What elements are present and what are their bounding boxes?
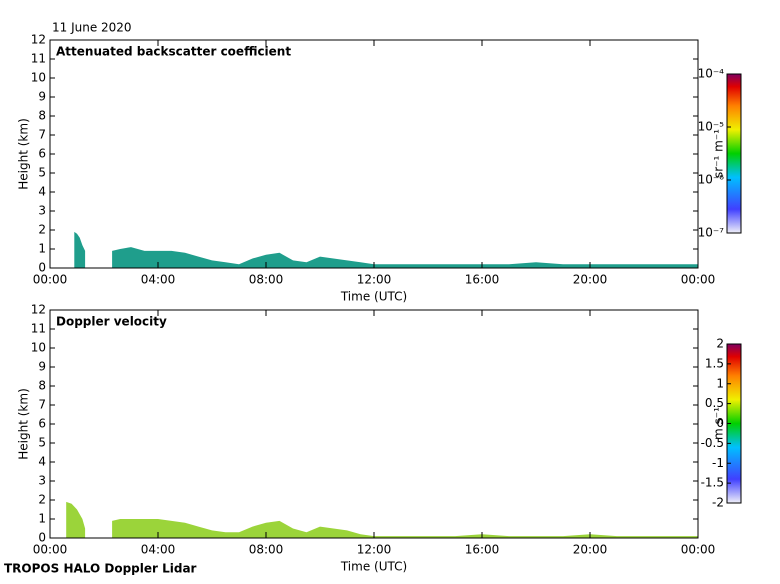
x-tick-label: 00:00: [33, 273, 68, 287]
panel-title: Doppler velocity: [56, 315, 167, 329]
x-axis-label: Time (UTC): [340, 560, 407, 574]
colorbar-tick-label: 10⁻⁷: [698, 226, 725, 240]
y-tick-label: 3: [38, 204, 46, 218]
y-tick-label: 10: [31, 341, 46, 355]
y-tick-label: 7: [38, 128, 46, 142]
y-axis-label: Height (km): [17, 388, 31, 459]
colorbar-tick-label: 10⁻⁵: [698, 120, 725, 134]
x-tick-label: 08:00: [249, 273, 284, 287]
y-tick-label: 9: [38, 90, 46, 104]
x-tick-label: 16:00: [465, 273, 500, 287]
x-tick-label: 12:00: [357, 543, 392, 557]
y-tick-label: 0: [38, 261, 46, 275]
y-tick-label: 12: [31, 303, 46, 317]
colorbar-tick-label: 2: [716, 337, 724, 351]
y-tick-label: 5: [38, 436, 46, 450]
signal-area: [66, 501, 698, 538]
y-tick-label: 11: [31, 52, 46, 66]
x-tick-label: 00:00: [681, 273, 716, 287]
colorbar-label: m s⁻¹: [712, 407, 726, 440]
x-tick-label: 04:00: [141, 273, 176, 287]
y-tick-label: 1: [38, 512, 46, 526]
y-tick-label: 2: [38, 493, 46, 507]
y-tick-label: 8: [38, 379, 46, 393]
x-tick-label: 08:00: [249, 543, 284, 557]
y-tick-label: 4: [38, 455, 46, 469]
colorbar-tick-label: -0.5: [701, 436, 724, 450]
y-tick-label: 3: [38, 474, 46, 488]
x-tick-label: 12:00: [357, 273, 392, 287]
colorbar-tick-label: 1: [716, 376, 724, 390]
y-tick-label: 6: [38, 417, 46, 431]
colorbar-tick-label: 1.5: [705, 356, 724, 370]
x-tick-label: 00:00: [33, 543, 68, 557]
x-tick-label: 04:00: [141, 543, 176, 557]
footer: TROPOS HALO Doppler Lidar: [4, 562, 197, 576]
plot-frame: [49, 39, 699, 269]
colorbar-tick-label: 10⁻⁴: [698, 67, 725, 81]
colorbar-tick-label: 10⁻⁶: [698, 173, 725, 187]
colorbar-tick-label: 0.5: [705, 396, 724, 410]
colorbar: [726, 73, 742, 234]
x-tick-label: 16:00: [465, 543, 500, 557]
y-tick-label: 12: [31, 33, 46, 47]
signal-area: [74, 231, 699, 268]
colorbar-tick-label: -1: [712, 456, 724, 470]
y-tick-label: 5: [38, 166, 46, 180]
y-tick-label: 7: [38, 398, 46, 412]
y-tick-label: 10: [31, 71, 46, 85]
colorbar-tick-label: -2: [712, 496, 724, 510]
colorbar-label: sr⁻¹ m⁻¹: [712, 129, 726, 178]
date: 11 June 2020: [52, 21, 132, 35]
y-tick-label: 6: [38, 147, 46, 161]
y-tick-label: 4: [38, 185, 46, 199]
y-tick-label: 0: [38, 531, 46, 545]
x-tick-label: 00:00: [681, 543, 716, 557]
x-axis-label: Time (UTC): [340, 290, 407, 304]
x-tick-label: 20:00: [573, 273, 608, 287]
y-axis-label: Height (km): [17, 118, 31, 189]
colorbar-tick-label: 0: [716, 416, 724, 430]
y-tick-label: 8: [38, 109, 46, 123]
plot-frame: [49, 309, 699, 539]
y-tick-label: 11: [31, 322, 46, 336]
y-tick-label: 9: [38, 360, 46, 374]
panel-title: Attenuated backscatter coefficient: [56, 45, 291, 59]
x-tick-label: 20:00: [573, 543, 608, 557]
y-tick-label: 2: [38, 223, 46, 237]
colorbar-tick-label: -1.5: [701, 476, 724, 490]
y-tick-label: 1: [38, 242, 46, 256]
